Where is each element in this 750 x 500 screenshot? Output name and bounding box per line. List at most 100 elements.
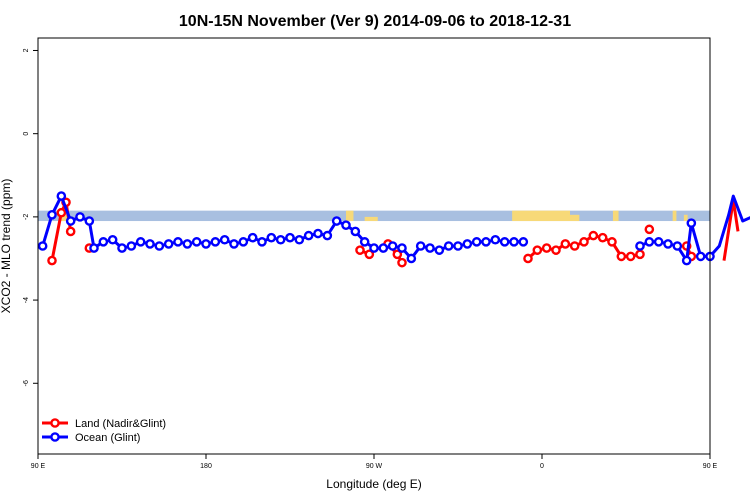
- series-ocean-point-0-26: [275, 234, 286, 245]
- series-ocean-point-0-47: [471, 237, 482, 247]
- series-ocean-point-0-25: [266, 232, 277, 243]
- series-ocean-point-0-24: [257, 237, 267, 247]
- series-ocean-point-0-16: [182, 239, 193, 249]
- x-axis: 90 E 180 90 W 0 90 E: [31, 454, 718, 470]
- series-land-point-4-2: [541, 243, 552, 253]
- x-tick-label-0: 90 E: [31, 463, 46, 470]
- map-strip: [38, 210, 710, 222]
- legend-land-marker: [50, 418, 60, 428]
- series-land-point-5-0: [644, 224, 655, 235]
- series-ocean-point-0-51: [509, 237, 519, 247]
- series-land-point-2-1: [364, 249, 375, 260]
- series-ocean-point-0-33: [341, 220, 351, 230]
- x-tick-label-3: 0: [540, 463, 544, 470]
- series-ocean-point-0-41: [415, 241, 426, 251]
- legend-ocean-marker: [50, 432, 60, 442]
- y-tick-label-1: 0: [23, 132, 30, 136]
- series-land-point-4-0: [523, 253, 533, 264]
- y-tick-label-4: -6: [23, 380, 30, 386]
- map-land-patch-4: [512, 210, 570, 222]
- series-ocean-line-1: [639, 194, 750, 263]
- series-ocean-point-1-6: [686, 218, 697, 228]
- series-land-point-4-7: [588, 230, 599, 241]
- series-ocean-point-0-11: [135, 237, 146, 247]
- series-ocean-point-0-1: [47, 209, 57, 220]
- series-land-point-4-3: [551, 245, 561, 255]
- series-ocean-point-0-10: [126, 241, 137, 251]
- legend: Land (Nadir&Glint) Ocean (Glint): [42, 418, 166, 444]
- series-land-point-3-2: [397, 257, 407, 268]
- series-ocean-point-0-35: [359, 237, 370, 247]
- series-land-point-4-12: [635, 249, 645, 260]
- series-ocean-point-0-0: [37, 241, 48, 251]
- series-land-point-4-8: [597, 232, 608, 243]
- series-ocean-point-0-17: [191, 237, 202, 247]
- series-land-point-4-9: [607, 237, 617, 247]
- series-ocean-point-1-5: [681, 255, 692, 266]
- plot-frame: [37, 37, 711, 455]
- x-tick-label-2: 90 W: [366, 463, 383, 470]
- series-ocean-point-0-28: [294, 234, 305, 245]
- series-ocean-point-0-45: [453, 241, 463, 251]
- series-ocean-point-0-32: [331, 216, 342, 226]
- map-land-patch-3: [364, 216, 378, 222]
- x-tick-label-4: 90 E: [703, 463, 718, 470]
- series-ocean-point-0-15: [173, 237, 183, 247]
- series-ocean-point-0-31: [322, 230, 333, 241]
- series-ocean-point-0-48: [481, 237, 491, 247]
- series-land-point-4-11: [625, 251, 636, 262]
- series-ocean-point-0-30: [313, 228, 323, 239]
- series-ocean-point-0-7: [98, 237, 109, 247]
- map-land-patch-8: [683, 214, 688, 222]
- series-ocean-point-1-7: [695, 251, 706, 262]
- series-land-point-4-6: [579, 237, 589, 247]
- series-ocean-point-0-20: [219, 234, 230, 245]
- y-axis-label: XCO2 - MLO trend (ppm): [0, 179, 13, 314]
- series-ocean-point-1-1: [644, 237, 655, 247]
- series-land: [47, 197, 740, 268]
- series-ocean-point-0-6: [89, 243, 99, 253]
- series-ocean-point-0-46: [462, 239, 473, 249]
- series-ocean-point-0-42: [425, 243, 435, 253]
- series-ocean-point-1-3: [663, 239, 673, 249]
- map-ocean-band: [38, 210, 710, 222]
- series-ocean-point-0-12: [145, 239, 155, 249]
- series-ocean-point-0-44: [443, 241, 454, 251]
- series-land-point-4-5: [569, 241, 580, 251]
- legend-land-label: Land (Nadir&Glint): [75, 418, 166, 430]
- series-ocean-point-0-29: [303, 230, 314, 241]
- x-tick-label-1: 180: [200, 463, 212, 470]
- series-ocean-point-0-36: [369, 243, 379, 253]
- chart-title: 10N-15N November (Ver 9) 2014-09-06 to 2…: [179, 13, 571, 30]
- series-ocean-point-0-43: [434, 245, 445, 255]
- series-ocean-point-0-52: [518, 237, 529, 247]
- series-ocean-point-0-38: [387, 241, 398, 251]
- series-ocean-point-1-0: [635, 241, 645, 251]
- y-tick-label-0: 2: [23, 48, 30, 52]
- series-ocean-point-0-37: [378, 243, 389, 253]
- series-ocean: [37, 191, 750, 266]
- series-land-point-3-1: [392, 249, 403, 260]
- series-ocean-point-0-2: [56, 191, 67, 201]
- series-ocean-point-0-23: [247, 232, 258, 243]
- series-ocean-point-0-9: [117, 243, 127, 253]
- series-ocean-point-0-39: [397, 243, 407, 253]
- series-ocean-point-0-27: [285, 232, 295, 243]
- series-ocean-point-0-13: [154, 241, 165, 251]
- series-ocean-point-0-49: [490, 234, 501, 245]
- series-ocean-point-0-40: [406, 253, 417, 264]
- series-ocean-point-1-4: [672, 241, 683, 251]
- map-land-patch-6: [612, 210, 619, 222]
- series-ocean-point-0-21: [229, 239, 239, 249]
- series-ocean-point-0-5: [84, 216, 95, 226]
- series-layer: [37, 191, 750, 268]
- map-land-patch-2: [346, 210, 354, 222]
- series-ocean-point-0-4: [75, 212, 85, 222]
- series-ocean-point-0-14: [163, 239, 174, 249]
- map-land-patch-7: [672, 210, 677, 222]
- series-land-point-4-10: [616, 251, 627, 262]
- legend-ocean-label: Ocean (Glint): [75, 432, 140, 444]
- y-tick-label-2: -2: [23, 214, 30, 220]
- y-axis: 2 0 -2 -4 -6: [23, 48, 38, 386]
